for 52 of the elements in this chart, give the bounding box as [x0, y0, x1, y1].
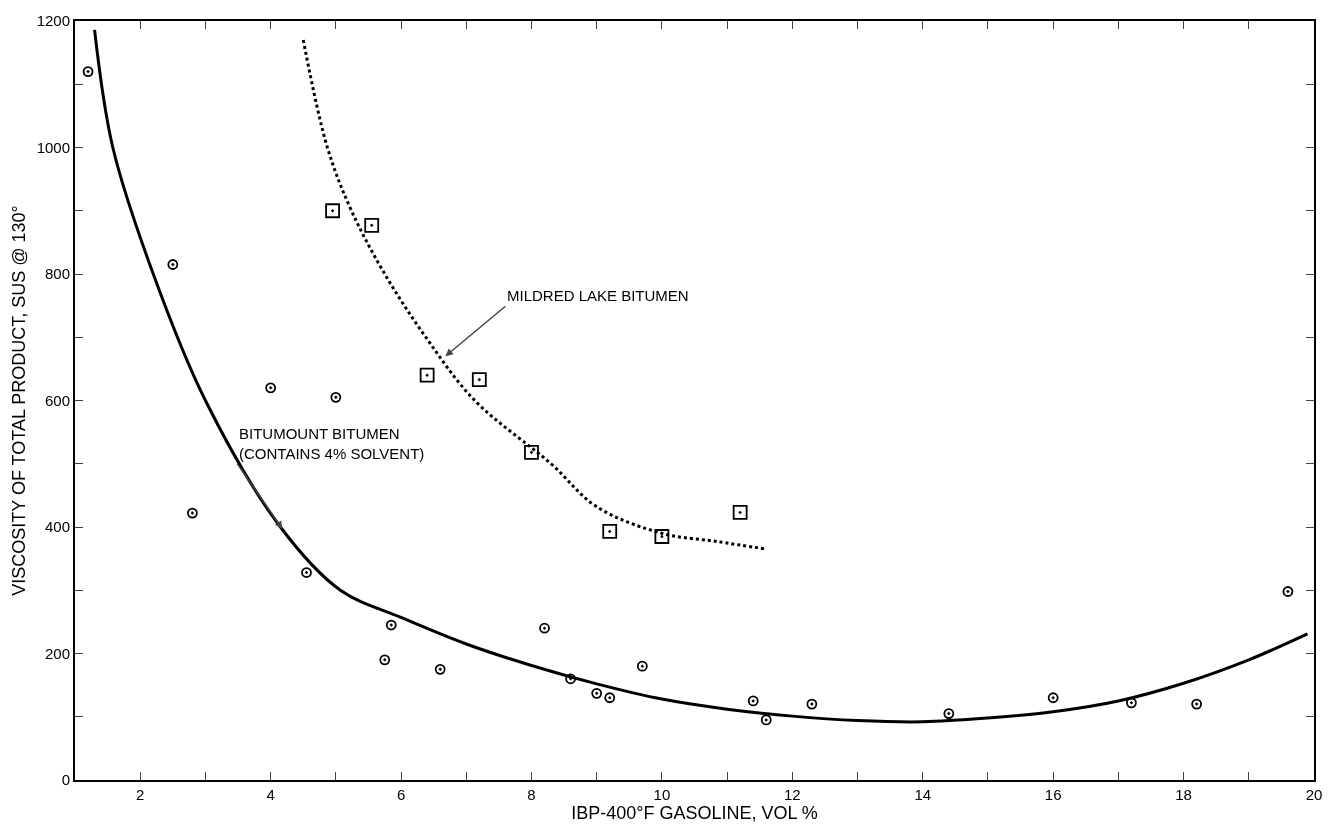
x-axis-title: IBP-400°F GASOLINE, VOL %	[571, 803, 818, 823]
y-tick-label: 400	[44, 518, 70, 536]
point	[539, 622, 550, 634]
x-tick-label: 6	[396, 786, 406, 803]
point	[82, 66, 94, 77]
x-tick-label: 10	[653, 786, 671, 803]
point	[524, 444, 539, 460]
x-tick-label: 20	[1305, 786, 1323, 803]
point	[385, 619, 397, 631]
x-tick-label: 4	[266, 786, 275, 803]
x-tick-label: 12	[783, 786, 801, 803]
y-tick-label: 200	[44, 644, 70, 662]
x-tick-label: 14	[914, 786, 932, 803]
point	[654, 529, 670, 544]
y-tick-label: 600	[44, 391, 70, 409]
point	[732, 505, 748, 520]
point	[565, 673, 576, 685]
point	[167, 259, 179, 270]
point	[434, 663, 446, 675]
point	[806, 698, 818, 710]
annotation: MILDRED LAKE BITUMEN	[507, 287, 689, 304]
point	[471, 372, 487, 388]
line-series	[93, 28, 1309, 724]
x-tick-label: 16	[1044, 786, 1062, 803]
point	[747, 695, 759, 707]
annotation: BITUMOUNT BITUMEN (CONTAINS 4% SOLVENT)	[239, 425, 425, 462]
x-tick-label: 18	[1175, 786, 1192, 803]
point	[325, 203, 340, 219]
point	[186, 507, 198, 519]
y-tick-label: 800	[44, 265, 70, 283]
point	[330, 391, 342, 403]
x-tick-label: 8	[527, 786, 536, 803]
point	[636, 660, 648, 672]
y-axis-title: VISCOSITY OF TOTAL PRODUCT, SUS @ 130°	[9, 205, 30, 596]
point	[1047, 692, 1059, 704]
point	[1282, 586, 1294, 597]
point	[379, 654, 391, 666]
point	[419, 367, 435, 383]
y-tick-label: 1000	[36, 138, 70, 156]
point	[364, 217, 380, 233]
point	[265, 382, 277, 394]
y-tick-label: 1200	[36, 12, 70, 30]
point	[591, 687, 603, 699]
y-tick-label: 0	[61, 771, 70, 789]
point	[760, 714, 772, 726]
x-tick-label: 2	[136, 786, 145, 803]
point	[1191, 698, 1203, 710]
point	[943, 708, 955, 719]
point	[301, 567, 312, 578]
point	[604, 692, 616, 704]
point	[1126, 697, 1137, 709]
point	[602, 524, 618, 539]
